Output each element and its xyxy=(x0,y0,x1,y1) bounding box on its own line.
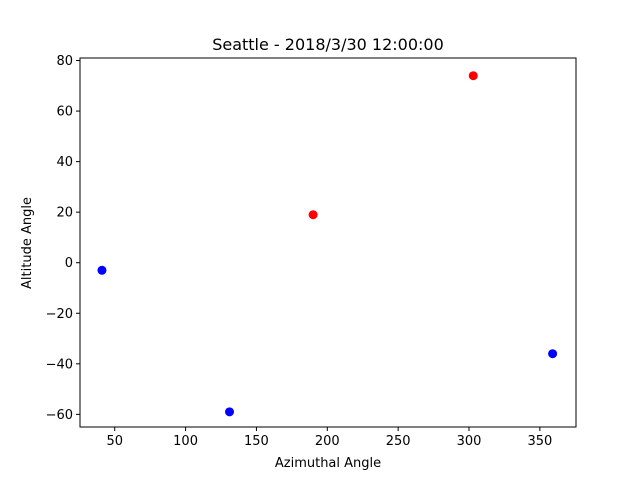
data-point xyxy=(97,265,107,275)
y-tick-label: 80 xyxy=(56,54,73,69)
data-point xyxy=(308,210,318,220)
x-tick-label: 300 xyxy=(457,434,482,449)
y-tick-label: 40 xyxy=(56,155,73,170)
x-tick-label: 200 xyxy=(315,434,340,449)
axis-ticks: 50 100 150 200 250 300 350 −60 −40 −20 0 20 40 60 80 xyxy=(46,54,553,449)
y-axis-label: Altitude Angle xyxy=(20,197,35,289)
x-tick-label: 250 xyxy=(386,434,411,449)
y-tick-label: −40 xyxy=(46,357,73,372)
x-axis-label: Azimuthal Angle xyxy=(275,456,381,471)
x-tick-label: 350 xyxy=(527,434,552,449)
y-tick-label: −20 xyxy=(46,307,73,322)
y-tick-label: 20 xyxy=(56,206,73,221)
y-tick-label: −60 xyxy=(46,408,73,423)
plot-frame xyxy=(79,57,577,428)
y-tick-label: 0 xyxy=(65,256,73,271)
data-point xyxy=(225,407,235,417)
x-tick-label: 50 xyxy=(106,434,123,449)
data-point xyxy=(468,71,478,81)
data-point xyxy=(548,349,558,359)
y-tick-label: 60 xyxy=(56,105,73,120)
data-points xyxy=(97,71,558,417)
x-tick-label: 100 xyxy=(173,434,198,449)
x-tick-label: 150 xyxy=(244,434,269,449)
chart-title: Seattle - 2018/3/30 12:00:00 xyxy=(212,35,444,54)
